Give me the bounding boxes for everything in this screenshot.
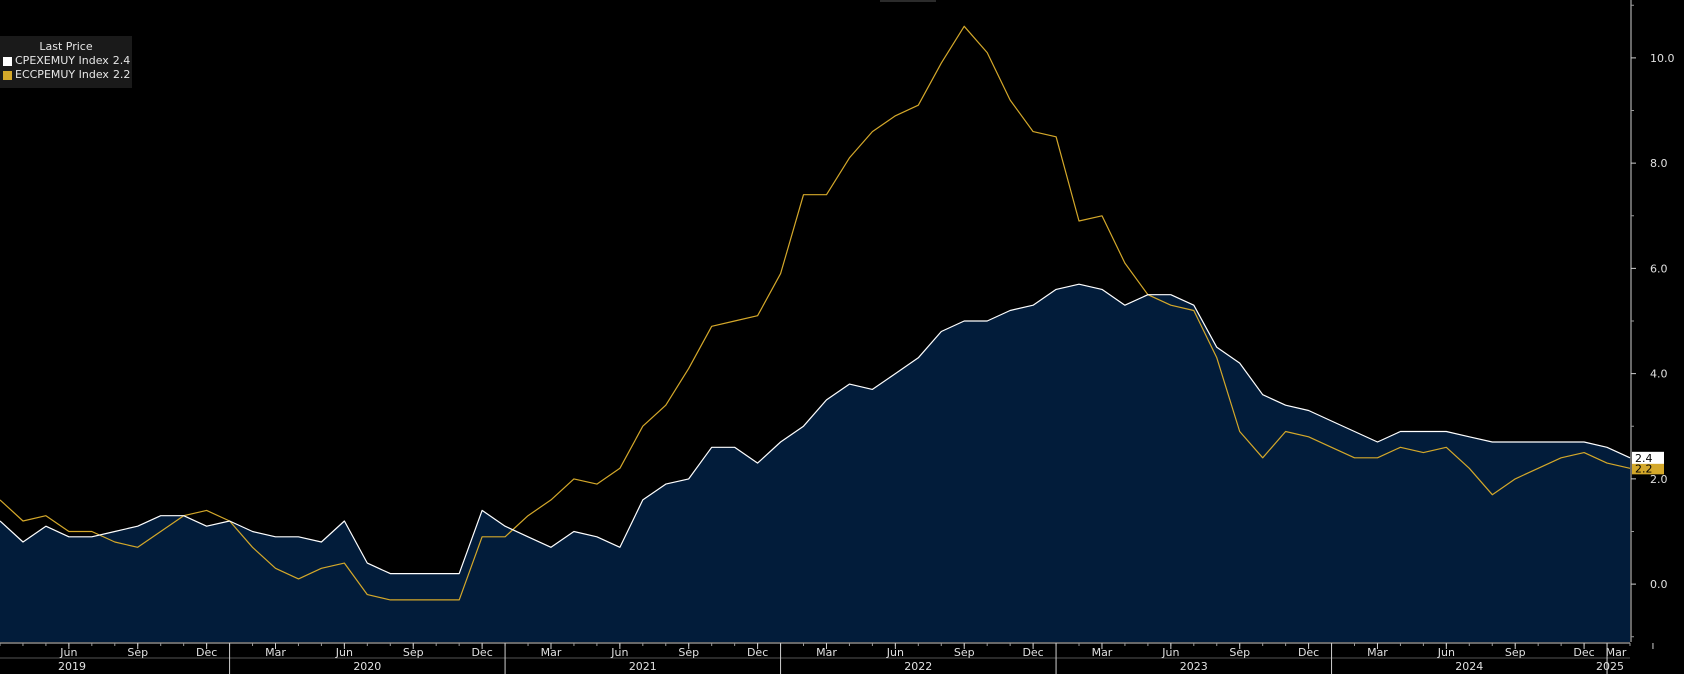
series-line-core	[0, 283, 1631, 575]
x-tick-label: Jun	[59, 646, 77, 659]
legend-swatch-headline	[3, 70, 12, 80]
last-value-label: 2.4	[1635, 452, 1653, 465]
x-year-label: 2020	[353, 660, 381, 673]
x-tick-label: Dec	[747, 646, 768, 659]
x-tick-label: Jun	[610, 646, 628, 659]
legend-item-core: CPEXEMUY Index 2.4	[0, 54, 132, 68]
legend-title: Last Price	[39, 40, 93, 53]
x-year-label: 2023	[1180, 660, 1208, 673]
x-tick-label: Sep	[1229, 646, 1250, 659]
x-tick-label: Jun	[335, 646, 353, 659]
x-tick-label: Mar	[1092, 646, 1113, 659]
core-area	[0, 284, 1630, 642]
x-year-label: 2024	[1455, 660, 1483, 673]
x-tick-label: Dec	[1022, 646, 1043, 659]
y-tick-label: 8.0	[1650, 157, 1668, 170]
last-value-label: 2.2	[1635, 462, 1653, 475]
x-tick-label: Jun	[1161, 646, 1179, 659]
legend: Last Price CPEXEMUY Index 2.4 ECCPEMUY In…	[0, 36, 132, 88]
last-value-tag-core: 2.4	[1632, 451, 1664, 465]
x-tick-label: Dec	[1298, 646, 1319, 659]
legend-value-headline: 2.2	[112, 68, 131, 81]
series-line-headline	[0, 25, 1631, 601]
x-tick-label: Sep	[127, 646, 148, 659]
x-tick-label: Jun	[1437, 646, 1455, 659]
x-tick-label: Sep	[403, 646, 424, 659]
legend-item-headline: ECCPEMUY Index 2.2	[0, 68, 132, 82]
x-year-label: 2021	[629, 660, 657, 673]
x-tick-label: Sep	[678, 646, 699, 659]
legend-label-core: CPEXEMUY Index	[15, 54, 109, 67]
series-lines-layer	[0, 25, 1631, 601]
x-tick-label: Dec	[1573, 646, 1594, 659]
y-tick-label: 6.0	[1650, 262, 1668, 275]
x-tick-label: Jun	[886, 646, 904, 659]
y-tick-label: 4.0	[1650, 368, 1668, 381]
last-value-tag-headline: 2.2	[1632, 462, 1664, 475]
x-tick-label: Mar	[1367, 646, 1388, 659]
x-tick-label: Mar	[1606, 646, 1627, 659]
x-year-label: 2019	[58, 660, 86, 673]
x-tick-label: Mar	[265, 646, 286, 659]
x-tick-label: Dec	[471, 646, 492, 659]
x-year-label: 2022	[904, 660, 932, 673]
y-tick-label: 10.0	[1650, 52, 1675, 65]
legend-swatch-core	[3, 56, 12, 66]
legend-value-core: 2.4	[112, 54, 131, 67]
y-tick-label: 2.0	[1650, 473, 1668, 486]
x-tick-label: Mar	[816, 646, 837, 659]
x-year-label: 2025	[1596, 660, 1624, 673]
x-tick-label: Sep	[1505, 646, 1526, 659]
core-area-layer	[0, 284, 1630, 642]
x-tick-label: Sep	[954, 646, 975, 659]
top-marker	[880, 0, 936, 2]
x-tick-label: Mar	[541, 646, 562, 659]
legend-label-headline: ECCPEMUY Index	[15, 68, 109, 81]
x-tick-label: Dec	[196, 646, 217, 659]
y-tick-label: 0.0	[1650, 578, 1668, 591]
